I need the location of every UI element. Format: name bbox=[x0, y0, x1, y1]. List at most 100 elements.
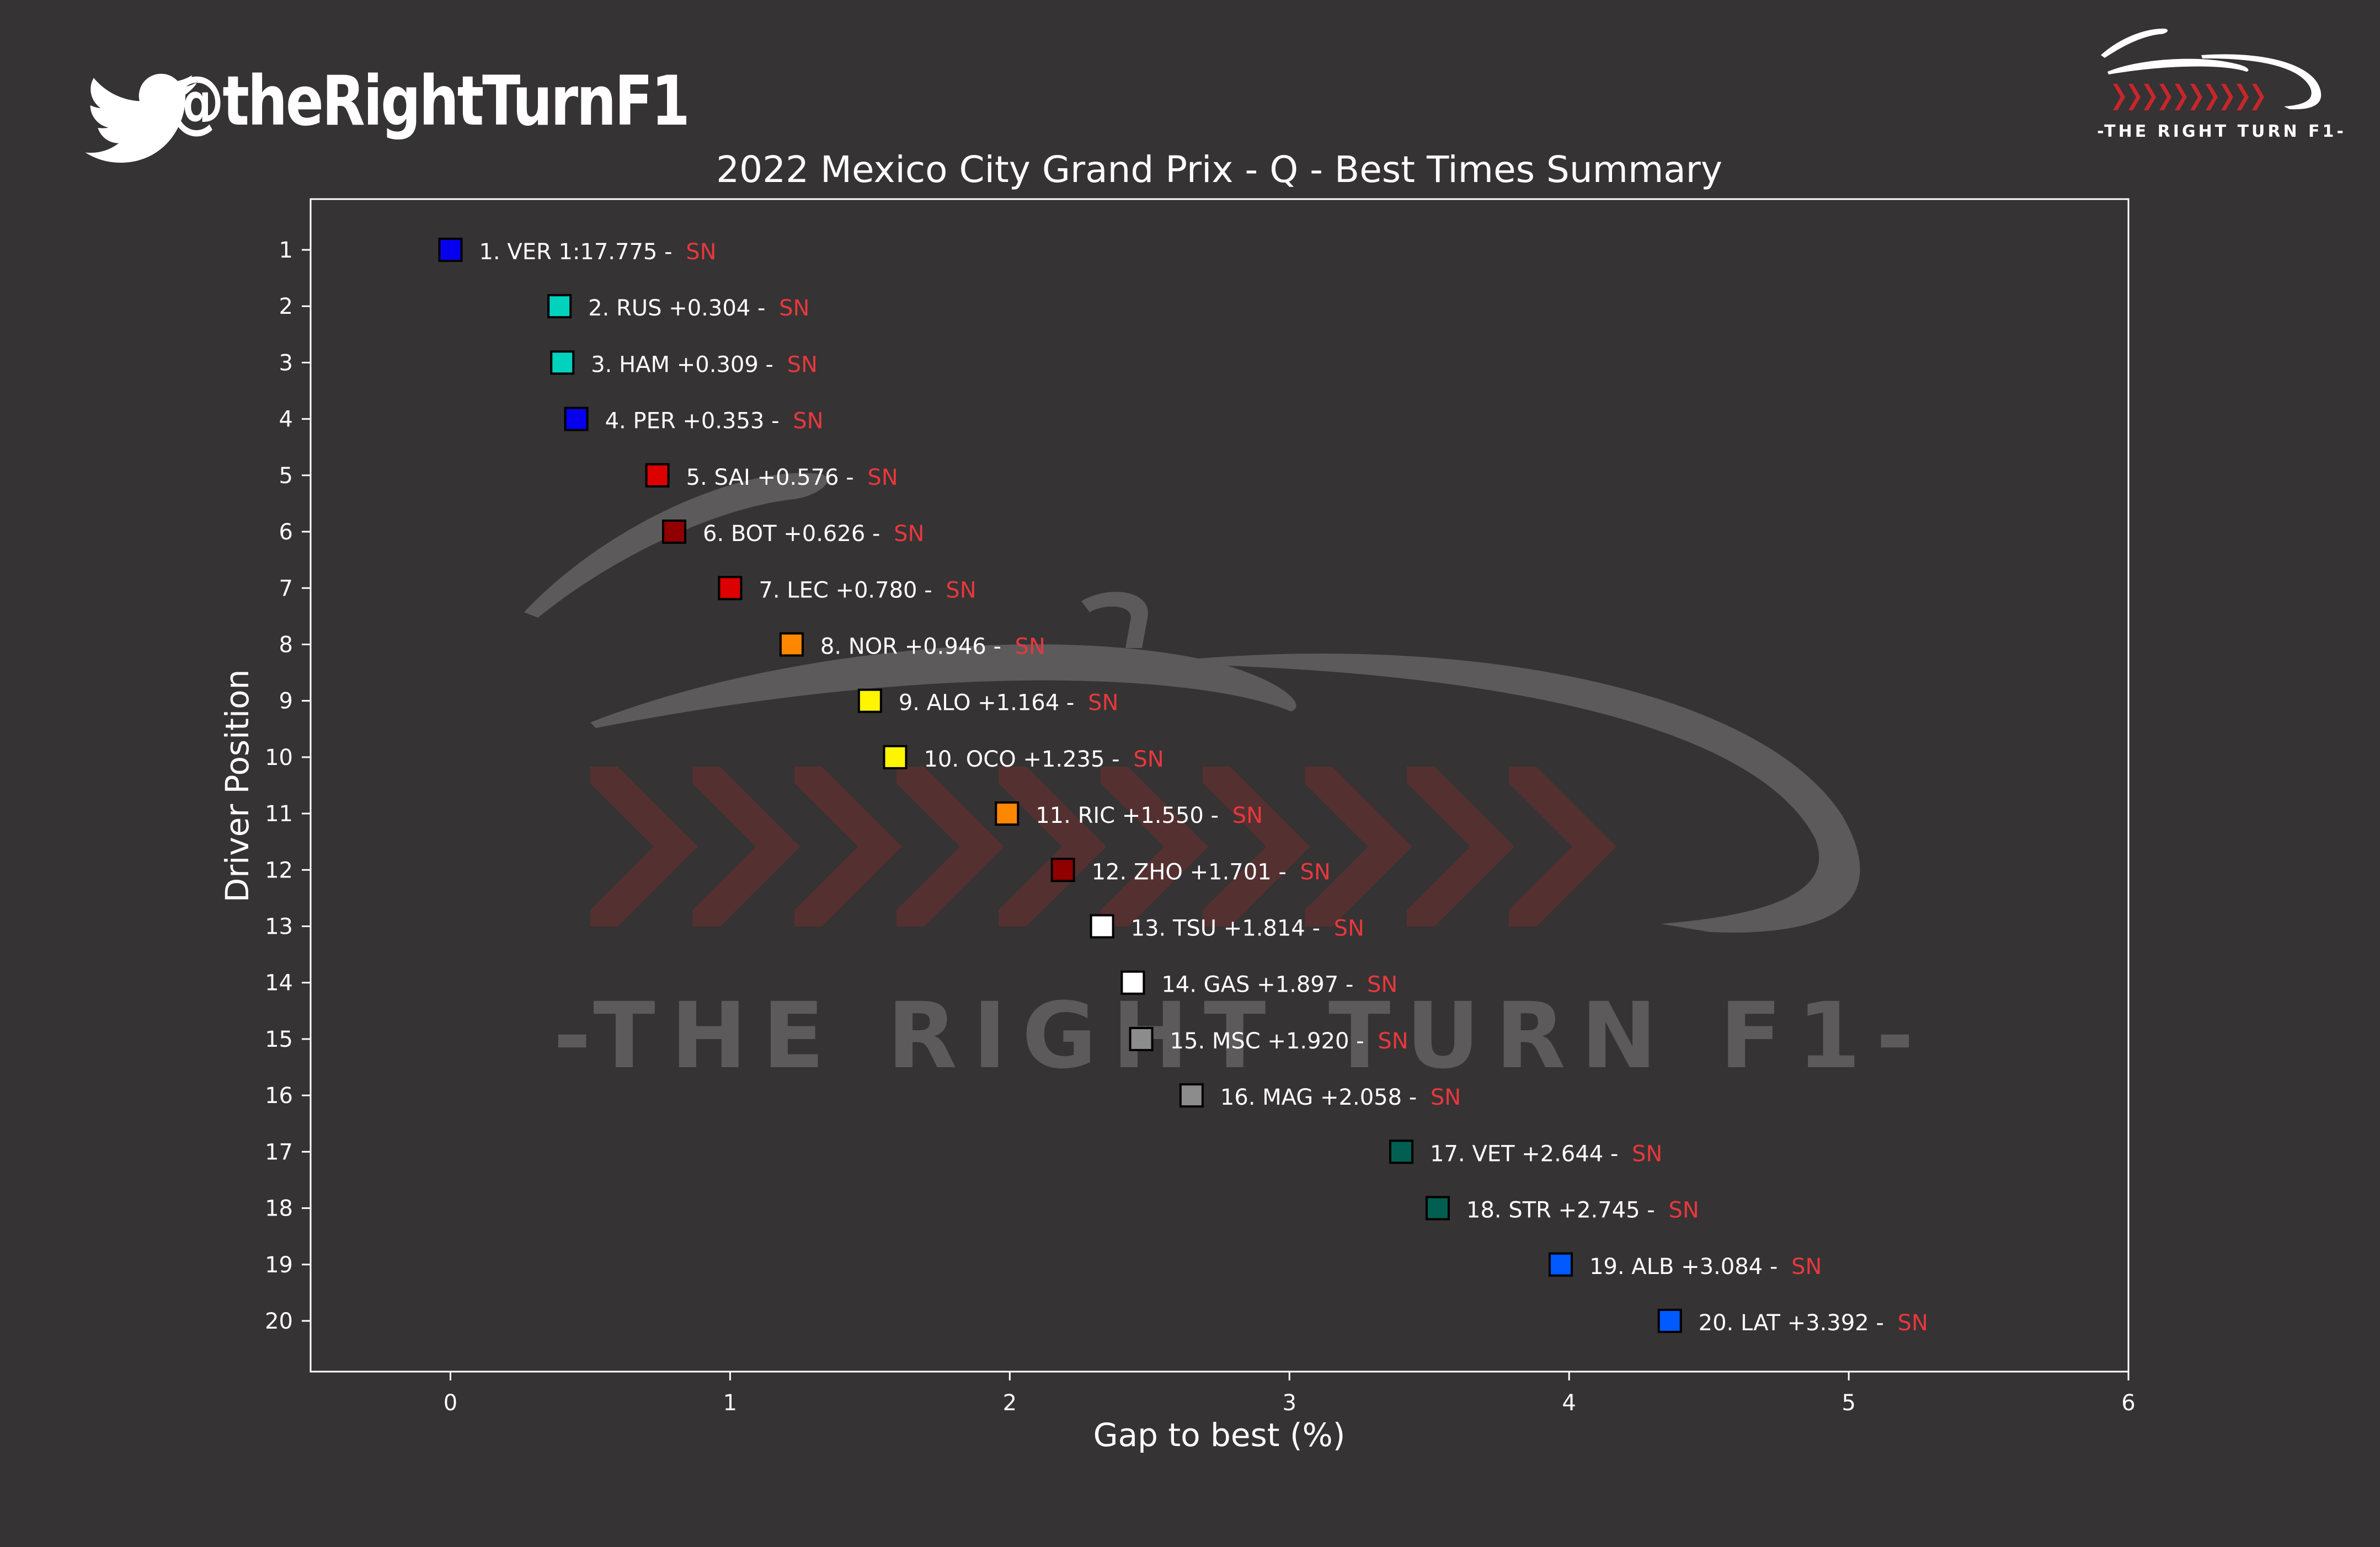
data-points: 1. VER 1:17.775 - SN 2. RUS +0.304 - SN 3.… bbox=[438, 237, 1928, 1336]
driver-label: 11. RIC +1.550 - SN bbox=[1036, 803, 1263, 828]
tyre-label: SN bbox=[1300, 859, 1331, 885]
driver-label: 15. MSC +1.920 - SN bbox=[1170, 1029, 1408, 1054]
driver-label: 8. NOR +0.946 - SN bbox=[820, 634, 1045, 659]
tyre-label: SN bbox=[1431, 1085, 1461, 1110]
driver-marker bbox=[645, 463, 670, 488]
driver-label: 18. STR +2.745 - SN bbox=[1466, 1198, 1699, 1223]
driver-marker bbox=[662, 520, 686, 544]
tyre-label: SN bbox=[779, 296, 809, 321]
tyre-label: SN bbox=[1632, 1141, 1662, 1166]
driver-marker bbox=[1425, 1196, 1450, 1221]
driver-label: 13. TSU +1.814 - SN bbox=[1131, 916, 1364, 941]
tyre-label: SN bbox=[1334, 916, 1364, 941]
y-tick-label: 5 bbox=[279, 463, 293, 489]
logo-text: -THE RIGHT TURN F1- bbox=[2097, 122, 2346, 141]
driver-label: 4. PER +0.353 - SN bbox=[605, 409, 824, 434]
x-axis-label: Gap to best (%) bbox=[1093, 1416, 1346, 1454]
driver-label: 16. MAG +2.058 - SN bbox=[1220, 1085, 1461, 1110]
driver-label: 14. GAS +1.897 - SN bbox=[1161, 972, 1397, 998]
plot-frame bbox=[309, 198, 2130, 1373]
y-tick-label: 12 bbox=[265, 858, 293, 883]
driver-label: 1. VER 1:17.775 - SN bbox=[479, 239, 716, 265]
y-tick-label: 9 bbox=[279, 689, 293, 714]
logo-chevrons bbox=[2113, 84, 2264, 110]
tyre-label: SN bbox=[1367, 972, 1397, 998]
tyre-label: SN bbox=[1668, 1198, 1699, 1223]
driver-label: 3. HAM +0.309 - SN bbox=[591, 352, 818, 377]
driver-marker bbox=[438, 237, 463, 262]
logo-swoosh-graphic bbox=[2101, 28, 2322, 110]
driver-marker bbox=[995, 801, 1020, 826]
logo: -THE RIGHT TURN F1- bbox=[2097, 28, 2346, 141]
driver-marker bbox=[564, 406, 589, 431]
watermark: -THE RIGHT TURN F1- bbox=[524, 473, 1929, 1089]
y-tick-label: 1 bbox=[279, 238, 293, 263]
tyre-label: SN bbox=[1791, 1254, 1822, 1280]
driver-marker bbox=[1120, 970, 1145, 995]
driver-marker bbox=[1090, 914, 1114, 939]
driver-label: 2. RUS +0.304 - SN bbox=[588, 296, 809, 321]
driver-marker bbox=[550, 350, 575, 375]
driver-label: 20. LAT +3.392 - SN bbox=[1699, 1310, 1928, 1336]
watermark-text: -THE RIGHT TURN F1- bbox=[553, 983, 1929, 1089]
tyre-label: SN bbox=[686, 239, 716, 265]
driver-label: 19. ALB +3.084 - SN bbox=[1589, 1254, 1822, 1280]
driver-marker bbox=[1129, 1026, 1154, 1051]
y-axis-label: Driver Position bbox=[218, 670, 256, 903]
y-tick-label: 6 bbox=[279, 520, 293, 545]
driver-label: 12. ZHO +1.701 - SN bbox=[1092, 859, 1331, 885]
x-axis: 0 1 2 3 4 5 6 bbox=[444, 1372, 2136, 1416]
y-tick-label: 8 bbox=[279, 632, 293, 657]
y-tick-label: 4 bbox=[279, 407, 293, 432]
x-tick-label: 2 bbox=[1003, 1390, 1017, 1416]
x-tick-label: 4 bbox=[1562, 1390, 1576, 1416]
y-tick-label: 13 bbox=[265, 914, 293, 940]
watermark-swoosh-graphic bbox=[524, 473, 1860, 933]
driver-marker bbox=[547, 294, 572, 319]
y-tick-label: 18 bbox=[265, 1196, 293, 1222]
driver-marker bbox=[779, 632, 804, 657]
driver-label: 7. LEC +0.780 - SN bbox=[759, 577, 976, 603]
y-tick-label: 19 bbox=[265, 1252, 293, 1278]
y-tick-label: 11 bbox=[265, 801, 293, 827]
tyre-label: SN bbox=[793, 409, 823, 434]
driver-marker bbox=[1179, 1083, 1204, 1108]
x-tick-label: 0 bbox=[444, 1390, 457, 1416]
driver-marker bbox=[1050, 858, 1075, 882]
y-tick-label: 10 bbox=[265, 745, 293, 770]
y-tick-label: 3 bbox=[279, 350, 293, 376]
tyre-label: SN bbox=[867, 465, 898, 490]
driver-label: 6. BOT +0.626 - SN bbox=[703, 521, 924, 547]
tyre-label: SN bbox=[946, 577, 976, 603]
x-tick-label: 1 bbox=[723, 1390, 737, 1416]
tyre-label: SN bbox=[894, 521, 924, 547]
driver-label: 9. ALO +1.164 - SN bbox=[899, 690, 1119, 716]
driver-marker bbox=[857, 688, 882, 713]
driver-marker bbox=[883, 745, 908, 769]
twitter-bird-icon bbox=[85, 73, 197, 163]
y-tick-label: 16 bbox=[265, 1083, 293, 1109]
y-tick-label: 17 bbox=[265, 1139, 293, 1165]
driver-marker bbox=[1389, 1139, 1413, 1164]
x-tick-label: 5 bbox=[1842, 1390, 1855, 1416]
tyre-label: SN bbox=[1133, 747, 1164, 772]
watermark-chevrons bbox=[590, 767, 1616, 927]
x-tick-label: 6 bbox=[2121, 1390, 2135, 1416]
y-tick-label: 15 bbox=[265, 1027, 293, 1052]
tyre-label: SN bbox=[1015, 634, 1045, 659]
x-tick-label: 3 bbox=[1283, 1390, 1296, 1416]
tyre-label: SN bbox=[1897, 1310, 1928, 1336]
twitter-handle: @theRightTurnF1 bbox=[168, 62, 690, 141]
tyre-label: SN bbox=[1378, 1029, 1408, 1054]
tyre-label: SN bbox=[787, 352, 818, 377]
tyre-label: SN bbox=[1088, 690, 1118, 716]
driver-label: 17. VET +2.644 - SN bbox=[1430, 1141, 1662, 1166]
driver-label: 5. SAI +0.576 - SN bbox=[686, 465, 898, 490]
y-tick-label: 14 bbox=[265, 971, 293, 996]
chart-title: 2022 Mexico City Grand Prix - Q - Best T… bbox=[716, 148, 1722, 191]
y-tick-label: 20 bbox=[265, 1309, 293, 1334]
tyre-label: SN bbox=[1232, 803, 1263, 828]
y-tick-label: 2 bbox=[279, 294, 293, 319]
